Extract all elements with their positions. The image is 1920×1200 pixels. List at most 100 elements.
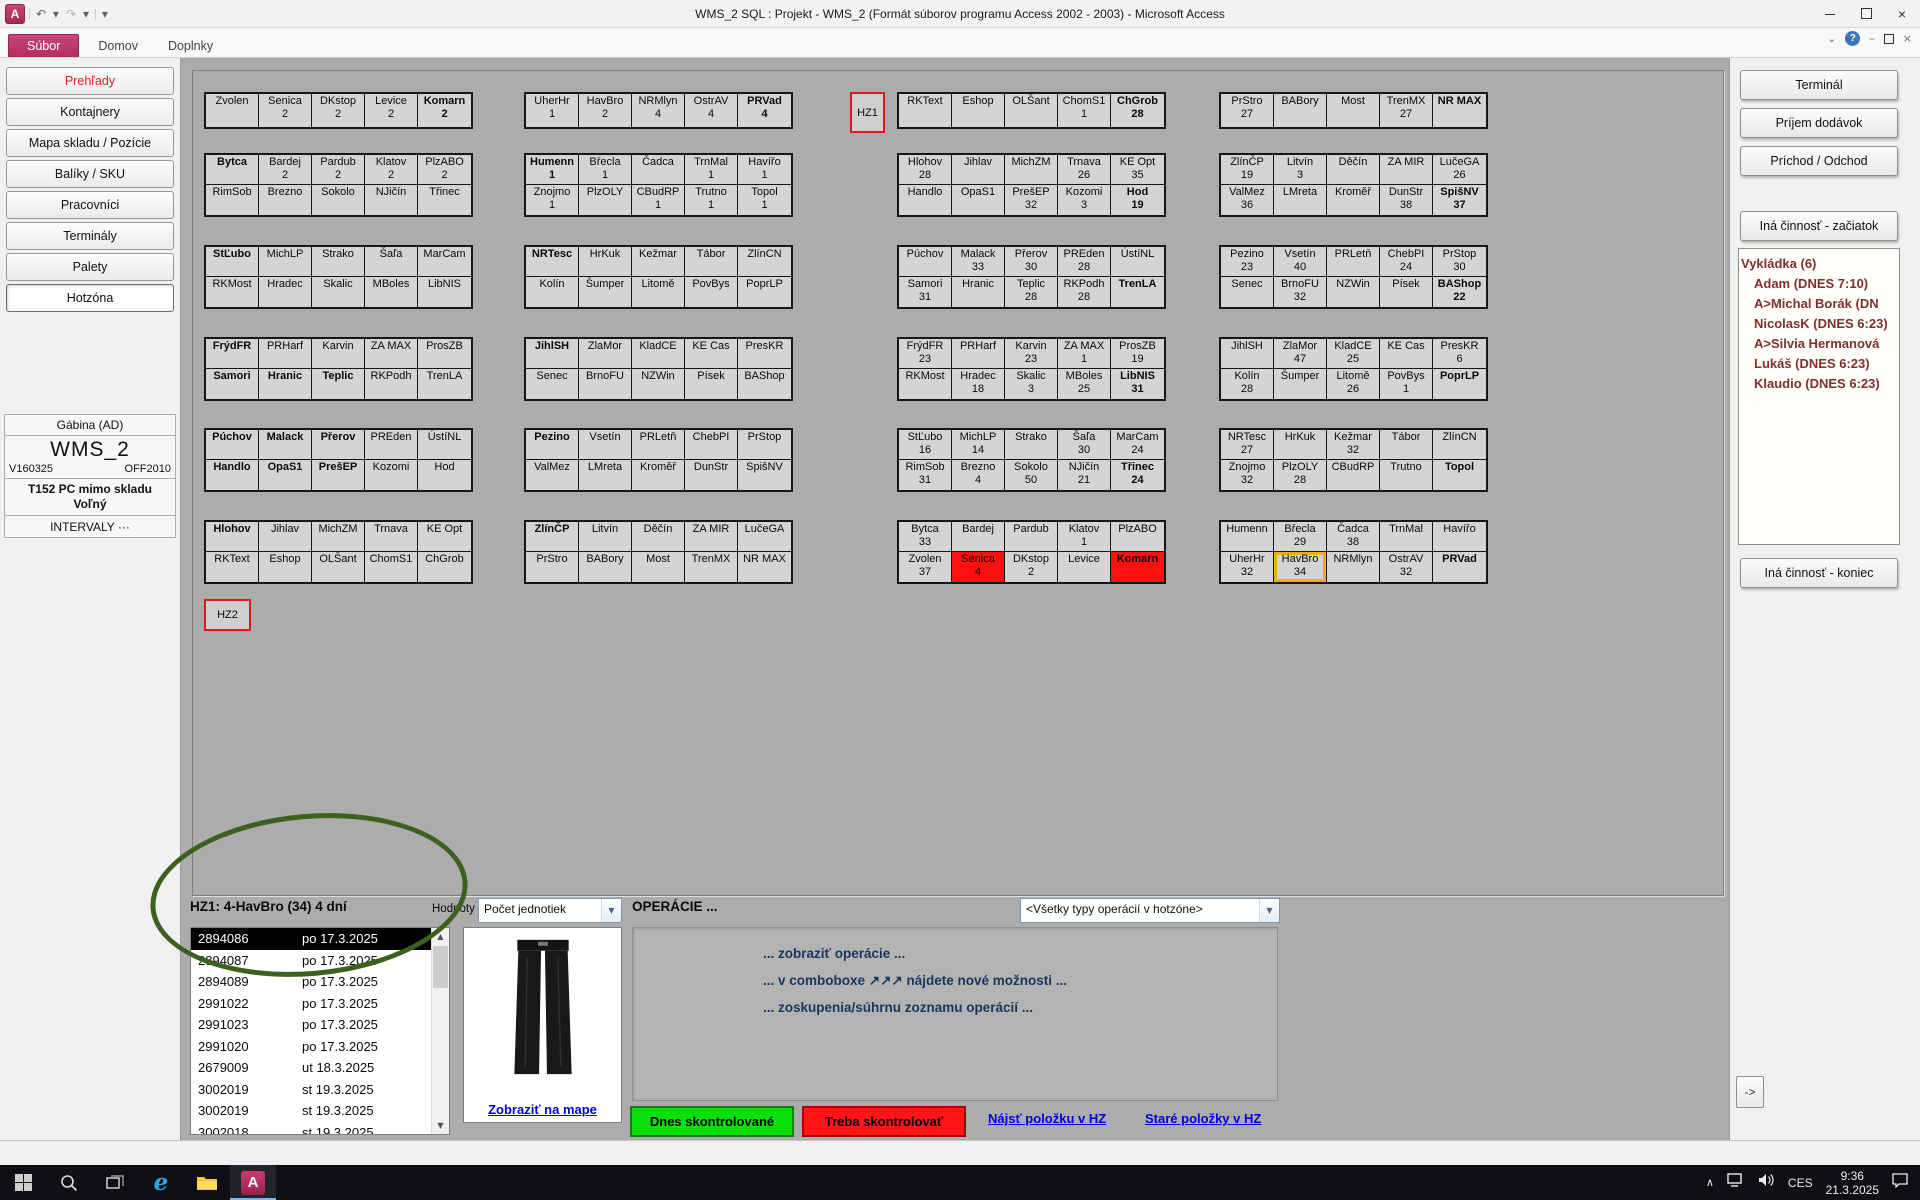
grid-cell-ke-opt[interactable]: KE Opt xyxy=(418,522,471,552)
edge-icon[interactable]: e xyxy=(153,1169,169,1196)
grid-cell-jihlav[interactable]: Jihlav xyxy=(259,522,312,552)
grid-cell-plzoly[interactable]: PlzOLY 28 xyxy=(1274,460,1327,490)
grid-cell-prvad[interactable]: PRVad 4 xyxy=(738,94,791,127)
grid-cell-povbys[interactable]: PovBys 1 xyxy=(1380,369,1433,399)
grid-cell-libnis[interactable]: LibNIS xyxy=(418,277,471,307)
hz-list-row[interactable]: 2679009 ut 18.3.2025 xyxy=(198,1060,375,1076)
hz2-cell[interactable]: HZ2 xyxy=(204,599,251,631)
terminal-button[interactable]: Terminál xyxy=(1740,70,1898,100)
grid-cell-mboles[interactable]: MBoles xyxy=(365,277,418,307)
grid-cell-senica[interactable]: Senica 2 xyxy=(259,94,312,127)
grid-cell-nr-max[interactable]: NR MAX xyxy=(738,552,791,582)
grid-cell-prlet[interactable]: PRLetň xyxy=(632,430,685,460)
grid-cell-litv-n[interactable]: Litvín xyxy=(579,522,632,552)
sidebar-item-bal-ky-sku[interactable]: Balíky / SKU xyxy=(6,160,174,188)
grid-cell-kozomi[interactable]: Kozomi xyxy=(365,460,418,490)
search-icon[interactable] xyxy=(46,1165,92,1200)
activity-item[interactable]: Adam (DNES 7:10) xyxy=(1754,276,1869,291)
grid-cell-ostrav[interactable]: OstrAV 32 xyxy=(1380,552,1433,582)
grid-cell-zlamor[interactable]: ZlaMor 47 xyxy=(1274,339,1327,369)
grid-cell-trnmal[interactable]: TrnMal xyxy=(1380,522,1433,552)
grid-cell-preskr[interactable]: PresKR 6 xyxy=(1433,339,1486,369)
task-view-icon[interactable] xyxy=(92,1165,138,1200)
grid-cell-pre-ep[interactable]: PrešEP xyxy=(312,460,365,490)
grid-cell-chgrob[interactable]: ChGrob xyxy=(418,552,471,582)
grid-cell-brezno[interactable]: Brezno 4 xyxy=(952,460,1005,490)
scroll-up-icon[interactable]: ▲ xyxy=(432,928,449,945)
grid-cell-prstro[interactable]: PrStro 27 xyxy=(1221,94,1274,127)
grid-cell-vset-n[interactable]: Vsetín xyxy=(579,430,632,460)
grid-cell-trnmal[interactable]: TrnMal 1 xyxy=(685,155,738,185)
grid-cell-opas1[interactable]: OpaS1 xyxy=(259,460,312,490)
grid-cell-p-erov[interactable]: Přerov xyxy=(312,430,365,460)
grid-cell-krom[interactable]: Kroměř xyxy=(1327,185,1380,215)
grid-cell-prstro[interactable]: PrStro xyxy=(526,552,579,582)
grid-cell-kol-n[interactable]: Kolín 28 xyxy=(1221,369,1274,399)
show-on-map-link[interactable]: Zobraziť na mape xyxy=(488,1102,597,1117)
grid-cell-d-n[interactable]: Děčín xyxy=(1327,155,1380,185)
grid-cell-rkpodh[interactable]: RKPodh xyxy=(365,369,418,399)
grid-cell-znojmo[interactable]: Znojmo 1 xyxy=(526,185,579,215)
grid-cell-most[interactable]: Most xyxy=(632,552,685,582)
grid-cell-st-nl[interactable]: ÚstíNL xyxy=(1111,247,1164,277)
grid-cell-za-max[interactable]: ZA MAX 1 xyxy=(1058,339,1111,369)
grid-cell-za-mir[interactable]: ZA MIR xyxy=(1380,155,1433,185)
grid-cell-za-max[interactable]: ZA MAX xyxy=(365,339,418,369)
grid-cell-adca[interactable]: Čadca 38 xyxy=(1327,522,1380,552)
grid-cell-st-ubo[interactable]: StĽubo xyxy=(206,247,259,277)
grid-cell-skalic[interactable]: Skalic 3 xyxy=(1005,369,1058,399)
network-icon[interactable] xyxy=(1727,1173,1745,1192)
grid-cell-prlet[interactable]: PRLetň xyxy=(1327,247,1380,277)
grid-cell-bashop[interactable]: BAShop xyxy=(738,369,791,399)
grid-cell-teplic[interactable]: Teplic xyxy=(312,369,365,399)
grid-cell-lmreta[interactable]: LMreta xyxy=(1274,185,1327,215)
grid-cell-senec[interactable]: Senec xyxy=(526,369,579,399)
grid-cell-senec[interactable]: Senec xyxy=(1221,277,1274,307)
grid-cell-prharf[interactable]: PRHarf xyxy=(259,339,312,369)
grid-cell-brnofu[interactable]: BrnoFU xyxy=(579,369,632,399)
volume-icon[interactable] xyxy=(1758,1173,1775,1192)
grid-cell-komarn[interactable]: Komarn xyxy=(1111,552,1164,582)
grid-cell-umper[interactable]: Šumper xyxy=(579,277,632,307)
grid-cell-strako[interactable]: Strako xyxy=(312,247,365,277)
tab-doplnky[interactable]: Doplnky xyxy=(167,39,214,53)
grid-cell-sokolo[interactable]: Sokolo 50 xyxy=(1005,460,1058,490)
grid-cell-nji-n[interactable]: NJičín xyxy=(365,185,418,215)
grid-cell-havbro[interactable]: HavBro 34 xyxy=(1274,552,1327,582)
combobox-dropdown-icon[interactable]: ▼ xyxy=(601,899,621,922)
activity-item[interactable]: A>Michal Borák (DN xyxy=(1754,296,1879,311)
grid-cell-prharf[interactable]: PRHarf xyxy=(952,339,1005,369)
grid-cell-bytca[interactable]: Bytca 33 xyxy=(899,522,952,552)
grid-cell-st-nl[interactable]: ÚstíNL xyxy=(418,430,471,460)
grid-cell-hrkuk[interactable]: HrKuk xyxy=(1274,430,1327,460)
arrival-departure-button[interactable]: Príchod / Odchod xyxy=(1740,146,1898,176)
sidebar-item-termin-ly[interactable]: Terminály xyxy=(6,222,174,250)
grid-cell-jihlsh[interactable]: JihlSH xyxy=(1221,339,1274,369)
grid-cell-skalic[interactable]: Skalic xyxy=(312,277,365,307)
grid-cell-nrmlyn[interactable]: NRMlyn xyxy=(1327,552,1380,582)
grid-cell-pezino[interactable]: Pezino 23 xyxy=(1221,247,1274,277)
grid-cell-t-bor[interactable]: Tábor xyxy=(1380,430,1433,460)
grid-cell-havbro[interactable]: HavBro 2 xyxy=(579,94,632,127)
grid-cell-eshop[interactable]: Eshop xyxy=(259,552,312,582)
grid-cell-michlp[interactable]: MichLP xyxy=(259,247,312,277)
grid-cell-humenn[interactable]: Humenn xyxy=(1221,522,1274,552)
grid-cell-ol-ant[interactable]: OLŠant xyxy=(1005,94,1058,127)
grid-cell-litom[interactable]: Litomě 26 xyxy=(1327,369,1380,399)
grid-cell-za-mir[interactable]: ZA MIR xyxy=(685,522,738,552)
grid-cell-ke-mar[interactable]: Kežmar xyxy=(632,247,685,277)
grid-cell-hlohov[interactable]: Hlohov 28 xyxy=(899,155,952,185)
child-minimize-icon[interactable]: – xyxy=(1869,32,1875,45)
grid-cell-fr-dfr[interactable]: FrýdFR xyxy=(206,339,259,369)
tab-s-bor[interactable]: Súbor xyxy=(8,34,80,57)
scrollbar[interactable]: ▲ ▼ xyxy=(431,928,449,1134)
operacie-combobox[interactable]: <Všetky typy operácií v hotzóne> ▼ xyxy=(1020,898,1280,923)
grid-cell-st-ubo[interactable]: StĽubo 16 xyxy=(899,430,952,460)
grid-cell-levice[interactable]: Levice 2 xyxy=(365,94,418,127)
grid-cell-hradec[interactable]: Hradec xyxy=(259,277,312,307)
grid-cell-trenmx[interactable]: TrenMX xyxy=(685,552,738,582)
grid-cell-p-sek[interactable]: Písek xyxy=(685,369,738,399)
grid-cell-proszb[interactable]: ProsZB 19 xyxy=(1111,339,1164,369)
arrow-button[interactable]: -> xyxy=(1736,1076,1764,1108)
